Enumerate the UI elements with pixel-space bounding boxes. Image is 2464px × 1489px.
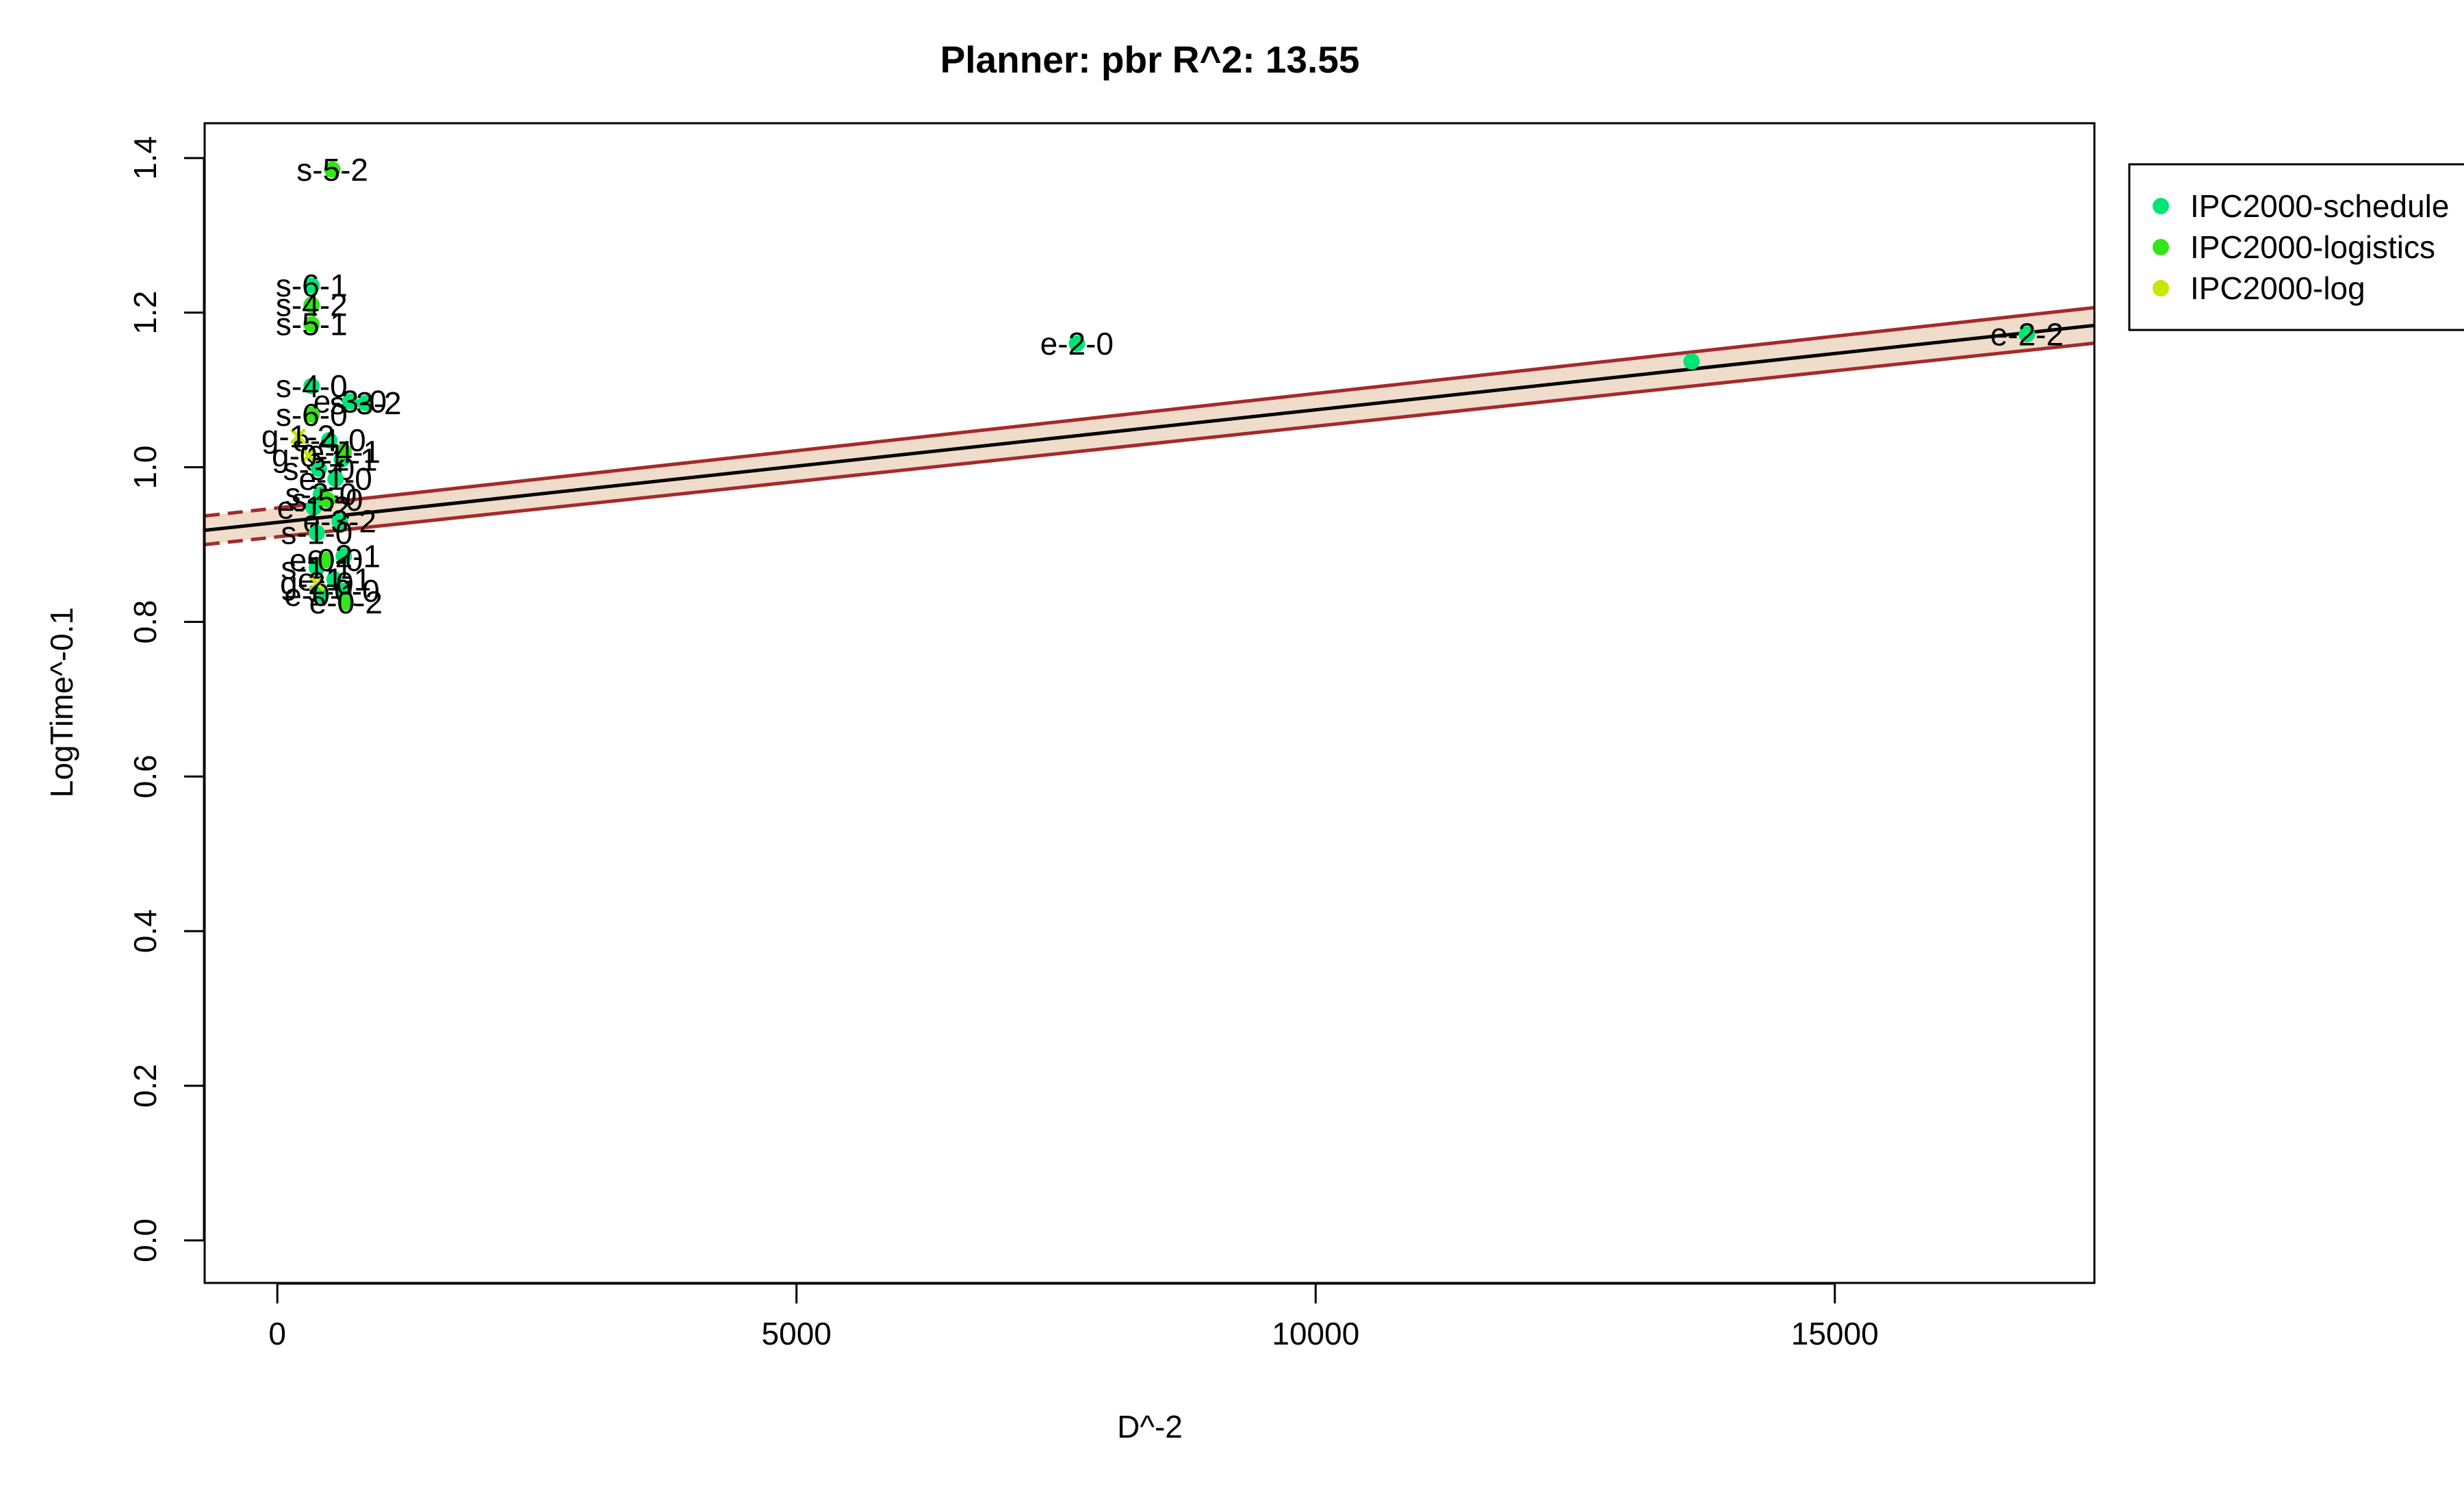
point-label: e-2-2	[1990, 316, 2064, 352]
point-label: s-3-2	[330, 385, 402, 421]
confidence-band	[205, 305, 2094, 546]
regression-line	[205, 323, 2094, 533]
data-point	[326, 571, 343, 588]
data-point	[327, 470, 344, 487]
confidence-band-fill	[205, 307, 2094, 545]
legend-items: IPC2000-schedule IPC2000-logistics IPC2000…	[2153, 188, 2449, 306]
plot-frame	[203, 122, 2096, 1284]
data-point	[1683, 353, 1700, 370]
y-tick-label: 1.2	[127, 291, 163, 335]
legend: IPC2000-schedule IPC2000-logistics IPC2000…	[2128, 163, 2464, 331]
data-point	[303, 377, 320, 394]
point-label: e-2-0	[1040, 326, 1114, 361]
legend-marker	[2153, 198, 2169, 214]
legend-label: IPC2000-schedule	[2190, 188, 2449, 224]
legend-label: IPC2000-log	[2190, 270, 2365, 306]
point-label: e-1-1	[298, 561, 371, 597]
legend-marker	[2153, 239, 2169, 255]
data-point-x-marker	[300, 447, 317, 464]
data-point	[1068, 335, 1086, 352]
data-point	[303, 316, 320, 333]
legend-box	[2128, 163, 2464, 331]
x-tick-label: 15000	[1791, 1316, 1879, 1351]
data-point	[318, 552, 335, 569]
y-tick-label: 1.0	[127, 446, 163, 489]
data-point	[331, 513, 348, 530]
data-point-x-marker	[290, 428, 307, 445]
point-label: g-2-0	[280, 565, 353, 601]
legend-label: IPC2000-logistics	[2190, 229, 2435, 265]
point-label: s-5-1	[276, 307, 348, 342]
y-tick-label: 0.2	[127, 1064, 163, 1108]
x-axis-label: D^-2	[1117, 1409, 1183, 1445]
data-point	[321, 432, 338, 449]
y-tick-label: 0.8	[127, 600, 163, 644]
data-point	[357, 394, 374, 411]
band-upper-edge	[277, 305, 2094, 510]
data-point	[324, 161, 341, 178]
point-label: e-1-0	[298, 461, 372, 496]
x-marker-stroke	[309, 575, 325, 591]
y-axis: 0.0 0.2 0.4 0.6 0.8 1.0 1.2 1.4	[127, 136, 205, 1262]
point-label: e-0-0	[290, 542, 363, 578]
point-label: s-5-2	[296, 152, 368, 188]
point-label: e-4-1	[307, 434, 381, 470]
data-point	[303, 296, 320, 314]
legend-marker	[2153, 280, 2169, 296]
data-point	[303, 406, 320, 423]
band-lower-edge	[277, 341, 2094, 539]
data-points: e-2-0e-2-2s-6-1s-4-0s-3-2e-3-0e-4-0s-2-1…	[261, 152, 2064, 620]
x-tick-label: 10000	[1272, 1316, 1359, 1351]
point-label: s-4-0	[276, 368, 348, 404]
point-label: s-1-0	[281, 516, 352, 551]
point-label: e-3-0	[313, 384, 387, 420]
x-axis: 0 5000 10000 15000	[268, 1282, 1879, 1351]
point-label: g-1-2	[261, 418, 335, 454]
data-point	[319, 491, 336, 508]
point-label: s-5-0	[292, 482, 363, 518]
x-marker-stroke	[290, 428, 307, 445]
data-point	[342, 393, 359, 410]
point-label: e-0-2	[309, 585, 383, 620]
data-point	[303, 277, 320, 294]
x-tick-label: 0	[268, 1316, 286, 1351]
y-tick-label: 0.4	[127, 909, 163, 953]
y-tick-label: 1.4	[127, 136, 163, 180]
point-label: g-0-1	[272, 438, 345, 474]
data-point	[312, 586, 329, 603]
y-tick-label: 0.0	[127, 1219, 163, 1262]
data-point-x-marker	[309, 575, 325, 591]
data-point	[308, 524, 325, 542]
y-tick-label: 0.6	[127, 754, 163, 798]
point-label: s-6-0	[276, 397, 348, 433]
data-point	[335, 443, 352, 460]
data-point	[310, 460, 327, 477]
band-lower-edge-dashed	[205, 535, 278, 546]
x-tick-label: 5000	[762, 1316, 832, 1351]
x-marker-stroke	[300, 447, 317, 464]
chart-title: Planner: pbr R^2: 13.55	[940, 38, 1360, 81]
data-point	[337, 594, 355, 611]
data-point	[2018, 326, 2036, 343]
y-axis-label: LogTime^-0.1	[44, 607, 79, 798]
data-point	[335, 548, 352, 565]
data-point	[305, 499, 322, 516]
band-upper-edge-dashed	[205, 506, 278, 518]
